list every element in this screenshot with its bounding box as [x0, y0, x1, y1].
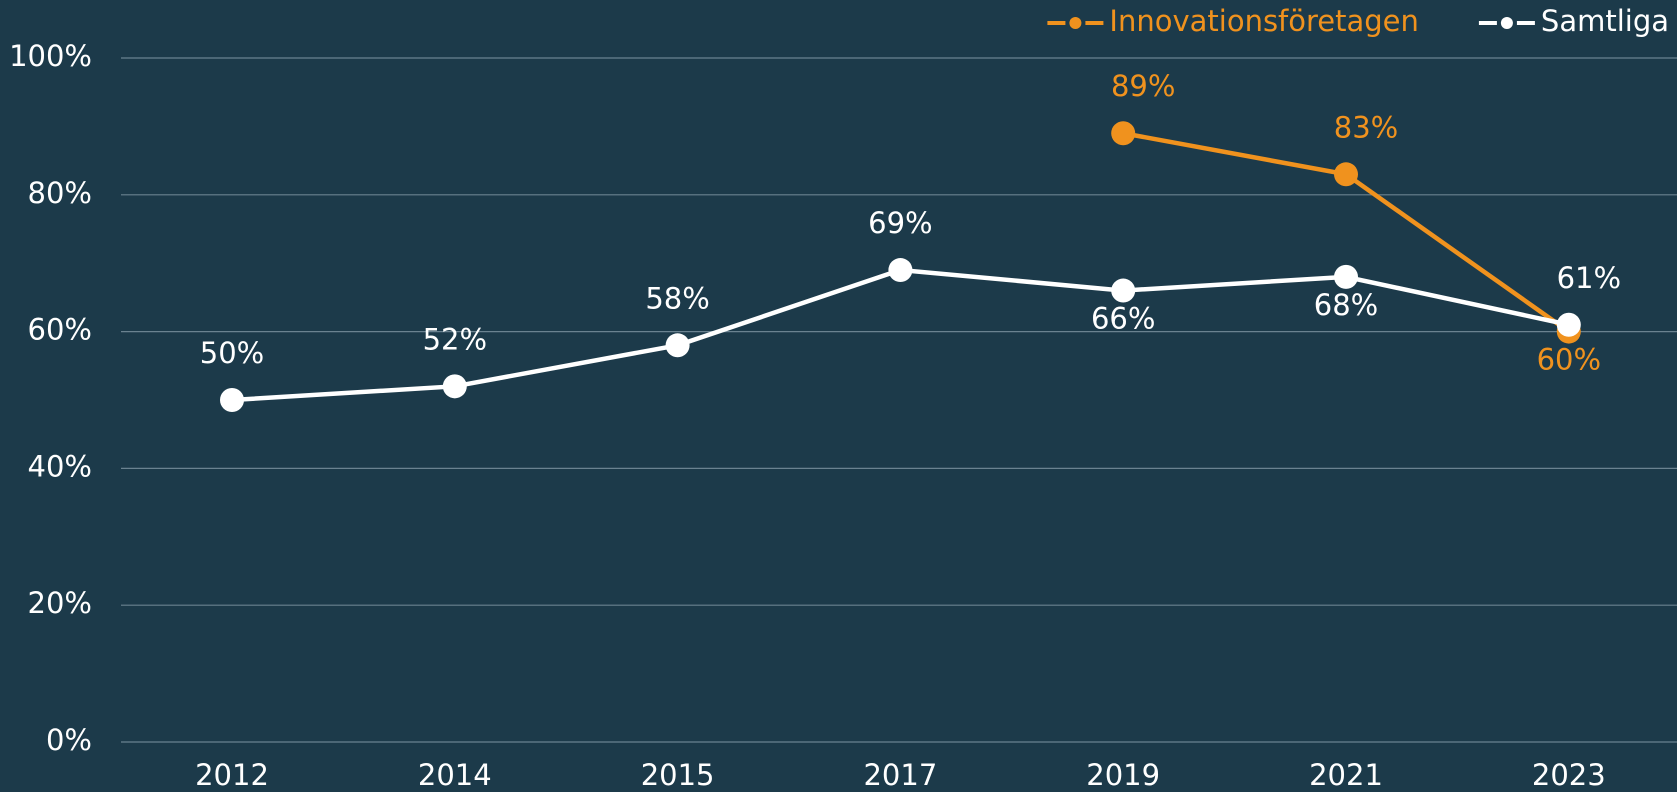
data-label: 68% [1314, 288, 1378, 322]
data-point [665, 333, 690, 358]
y-tick-label: 20% [28, 586, 92, 620]
y-tick-label: 100% [9, 39, 92, 73]
legend-dot [1069, 17, 1082, 29]
data-point [1556, 312, 1581, 337]
x-tick-label: 2014 [418, 758, 492, 792]
data-point [1111, 121, 1136, 146]
data-label: 60% [1537, 343, 1601, 377]
legend-label: Samtliga [1541, 4, 1669, 38]
y-tick-label: 80% [28, 176, 92, 210]
y-tick-label: 0% [46, 723, 92, 757]
x-tick-label: 2023 [1532, 758, 1606, 792]
data-point [220, 388, 244, 412]
data-label: 89% [1111, 69, 1175, 103]
data-point [442, 374, 467, 399]
legend-label: Innovationsföretagen [1109, 4, 1419, 38]
x-tick-label: 2019 [1086, 758, 1160, 792]
data-label: 66% [1091, 302, 1155, 336]
data-label: 50% [200, 336, 264, 370]
data-label: 61% [1557, 261, 1621, 295]
x-tick-label: 2021 [1309, 758, 1383, 792]
data-point [1111, 278, 1136, 303]
data-point [1334, 264, 1358, 289]
data-point [888, 258, 913, 283]
legend-dot [1500, 17, 1513, 29]
y-tick-label: 40% [28, 449, 92, 483]
x-tick-label: 2015 [641, 758, 715, 792]
data-label: 83% [1334, 110, 1398, 144]
data-point [1334, 162, 1358, 187]
data-label: 52% [423, 322, 487, 356]
data-label: 69% [868, 206, 932, 240]
x-tick-label: 2017 [863, 758, 937, 792]
y-tick-label: 60% [28, 313, 92, 347]
data-label: 58% [645, 281, 709, 315]
x-tick-label: 2012 [195, 758, 269, 792]
